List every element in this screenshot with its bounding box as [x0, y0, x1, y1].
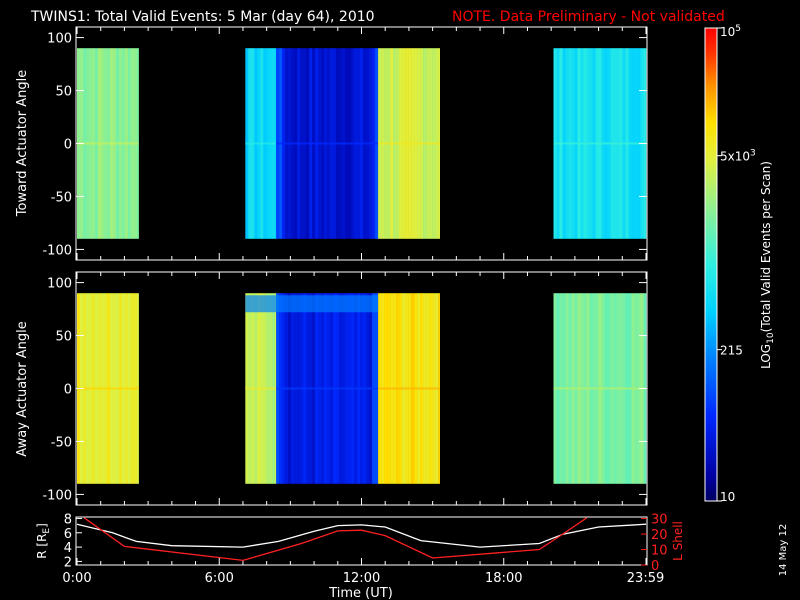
heatmap-block — [245, 48, 277, 239]
x-tick-label: 12:00 — [343, 571, 380, 586]
x-tick-label: 23:59 — [627, 571, 664, 586]
right-y-tick-label: 0 — [651, 559, 659, 574]
colorbar-gradient — [704, 27, 718, 502]
heatmap-block — [77, 293, 139, 484]
left-y-tick-label: 2 — [64, 555, 72, 570]
figure-title: TWINS1: Total Valid Events: 5 Mar (day 6… — [30, 9, 375, 25]
toward-y-axis-label: Toward Actuator Angle — [15, 70, 30, 217]
heatmap-block — [553, 48, 647, 239]
y-tick-label: -50 — [51, 435, 72, 450]
orbit-right-axis-label: L Shell — [671, 521, 685, 561]
heatmap-band — [245, 295, 379, 313]
heatmap-block — [276, 48, 379, 239]
orbit-left-axis-label: R [RE] — [35, 523, 52, 559]
y-tick-label: 50 — [55, 330, 72, 345]
colorbar-tick-label: 5x103 — [720, 149, 756, 164]
y-tick-label: 50 — [55, 85, 72, 100]
preliminary-note: NOTE. Data Preliminary - Not validated — [452, 9, 725, 25]
x-axis-label: Time (UT) — [328, 586, 393, 600]
heatmap-block — [276, 293, 379, 484]
radius-line — [76, 523, 647, 548]
l-shell-line — [83, 517, 588, 562]
right-y-tick-label: 10 — [651, 544, 668, 559]
creation-date: 14 May 12 — [778, 524, 789, 576]
left-y-tick-label: 8 — [64, 512, 72, 527]
colorbar-tick-label: 105 — [720, 24, 741, 39]
y-tick-label: -100 — [42, 488, 72, 503]
y-tick-label: 0 — [64, 383, 72, 398]
y-tick-label: -100 — [42, 243, 72, 258]
left-y-tick-label: 4 — [64, 541, 72, 556]
toward-angle-panel: 100 50 0 -50 -100 Toward Actuator Angle — [15, 26, 648, 261]
colorbar-tick-label: 10 — [720, 490, 735, 504]
heatmap-block — [378, 48, 440, 239]
colorbar-tick-label: 215 — [720, 344, 743, 358]
heatmap-block — [245, 293, 277, 484]
y-tick-label: 0 — [64, 138, 72, 153]
y-tick-label: -50 — [51, 190, 72, 205]
heatmap-block — [77, 48, 139, 239]
x-tick-label: 18:00 — [485, 571, 522, 586]
colorbar-label: LOG10(Total Valid Events per Scan) — [759, 161, 776, 369]
heatmap-block — [378, 293, 440, 484]
y-tick-label: 100 — [47, 32, 72, 47]
away-angle-panel: 100 50 0 -50 -100 Away Actuator Angle — [15, 271, 648, 506]
x-tick-label: 0:00 — [62, 571, 91, 586]
y-tick-label: 100 — [47, 277, 72, 292]
heatmap-block — [553, 293, 647, 484]
left-y-tick-label: 6 — [64, 527, 72, 542]
colorbar: 105 5x103 215 10 LOG10(Total Valid Events p… — [704, 24, 776, 504]
right-y-tick-label: 20 — [651, 528, 668, 543]
right-y-tick-label: 30 — [651, 513, 668, 528]
x-tick-label: 6:00 — [205, 571, 234, 586]
away-y-axis-label: Away Actuator Angle — [15, 321, 30, 456]
